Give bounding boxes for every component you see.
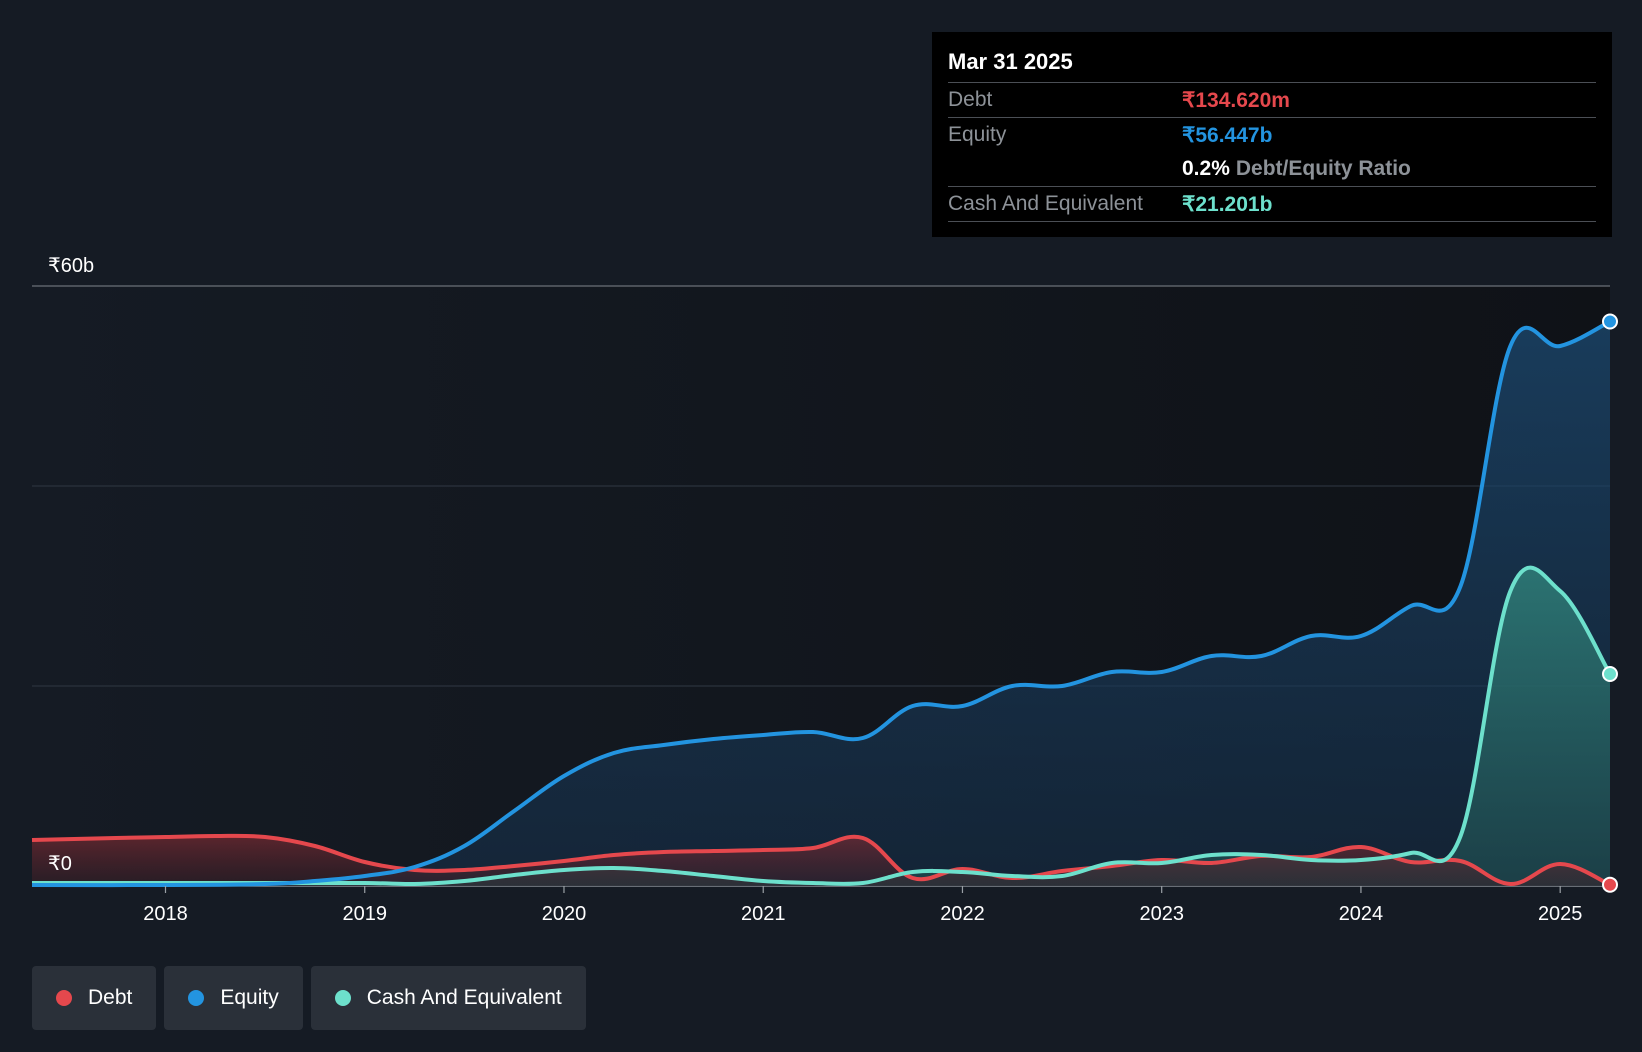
tooltip-cash-row: Cash And Equivalent ₹21.201b <box>948 186 1596 222</box>
tooltip-ratio-value: 0.2% <box>1182 157 1230 180</box>
chart-legend: Debt Equity Cash And Equivalent <box>32 966 586 1030</box>
tooltip-debt-value: ₹134.620m <box>1182 88 1290 112</box>
series-end-markers <box>1602 313 1618 893</box>
y-tick-label: ₹60b <box>48 255 94 277</box>
tooltip-date: Mar 31 2025 <box>948 49 1073 74</box>
debt-end-point <box>1602 876 1618 893</box>
y-axis-tick-labels: ₹60b ₹0 <box>48 255 94 875</box>
x-tick-label: 2025 <box>1538 903 1583 925</box>
tooltip-debt-row: Debt ₹134.620m <box>948 82 1596 117</box>
debt-line <box>31 833 1611 887</box>
legend-label-cash: Cash And Equivalent <box>366 986 562 1009</box>
tooltip-ratio-label: Debt/Equity Ratio <box>1235 157 1411 180</box>
tooltip-equity-row: Equity ₹56.447b <box>948 117 1596 152</box>
cash-and-equivalent-line <box>32 565 1612 887</box>
tooltip-cash-value: ₹21.201b <box>1182 192 1273 216</box>
legend-label-equity: Equity <box>220 986 279 1009</box>
x-tick-label: 2019 <box>342 903 387 925</box>
legend-item-debt[interactable]: Debt <box>32 966 157 1030</box>
debt-dot-icon <box>56 990 72 1006</box>
tooltip-cash-label: Cash And Equivalent <box>948 192 1143 215</box>
legend-item-equity[interactable]: Equity <box>164 966 303 1030</box>
tooltip-debt-label: Debt <box>948 88 993 111</box>
tooltip-ratio-row: 0.2% Debt/Equity Ratio <box>948 152 1596 186</box>
x-tick-label: 2020 <box>542 903 587 925</box>
y-tick-label: ₹0 <box>48 853 72 875</box>
x-tick-label: 2022 <box>940 903 985 925</box>
tooltip-equity-value: ₹56.447b <box>1182 123 1273 147</box>
debt-area <box>32 835 1610 886</box>
tooltip-panel: Mar 31 2025 Debt ₹134.620m Equity ₹56.44… <box>932 32 1612 237</box>
equity-line <box>31 319 1611 888</box>
legend-item-cash[interactable]: Cash And Equivalent <box>310 966 586 1030</box>
equity-area <box>32 321 1610 886</box>
x-tick-label: 2024 <box>1339 903 1384 925</box>
legend-label-debt: Debt <box>88 986 133 1009</box>
x-tick-label: 2021 <box>741 903 786 925</box>
equity-end-point <box>1602 313 1618 330</box>
cash-and-equivalent-end-point <box>1602 665 1618 682</box>
equity-dot-icon <box>188 990 205 1006</box>
cash-dot-icon <box>334 990 351 1006</box>
x-tick-label: 2023 <box>1139 903 1184 925</box>
tooltip-equity-label: Equity <box>948 123 1007 146</box>
x-axis-tick-labels: 2018 2019 2020 2021 2022 2023 2024 2025 <box>143 886 1582 925</box>
x-tick-label: 2018 <box>143 903 188 925</box>
series-lines <box>31 319 1612 888</box>
